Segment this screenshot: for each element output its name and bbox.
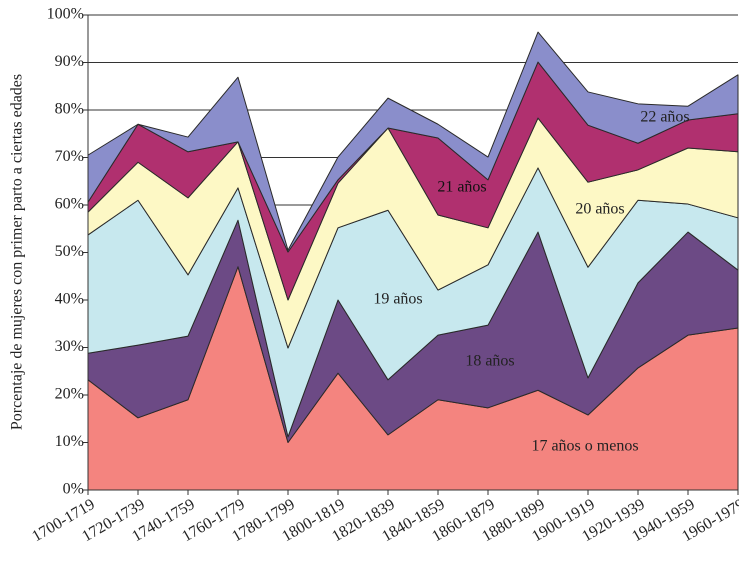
series-label: 18 años	[465, 353, 514, 370]
series-label: 22 años	[640, 109, 689, 126]
y-tick-label: 10%	[55, 433, 84, 450]
y-tick-label: 90%	[55, 53, 84, 70]
y-tick-label: 40%	[55, 291, 84, 308]
series-label: 20 años	[575, 201, 624, 218]
y-tick-label: 100%	[47, 6, 84, 23]
y-tick-label: 70%	[55, 148, 84, 165]
y-tick-label: 20%	[55, 386, 84, 403]
y-tick-label: 80%	[55, 101, 84, 118]
series-label: 21 años	[437, 179, 486, 196]
y-tick-label: 0%	[63, 481, 84, 498]
y-axis-label: Porcentaje de mujeres con primer parto a…	[9, 74, 26, 430]
series-label: 17 años o menos	[531, 438, 638, 455]
y-tick-label: 60%	[55, 196, 84, 213]
area	[87, 31, 739, 253]
y-tick-label: 50%	[55, 243, 84, 260]
y-tick-label: 30%	[55, 338, 84, 355]
series-label: 19 años	[373, 291, 422, 308]
